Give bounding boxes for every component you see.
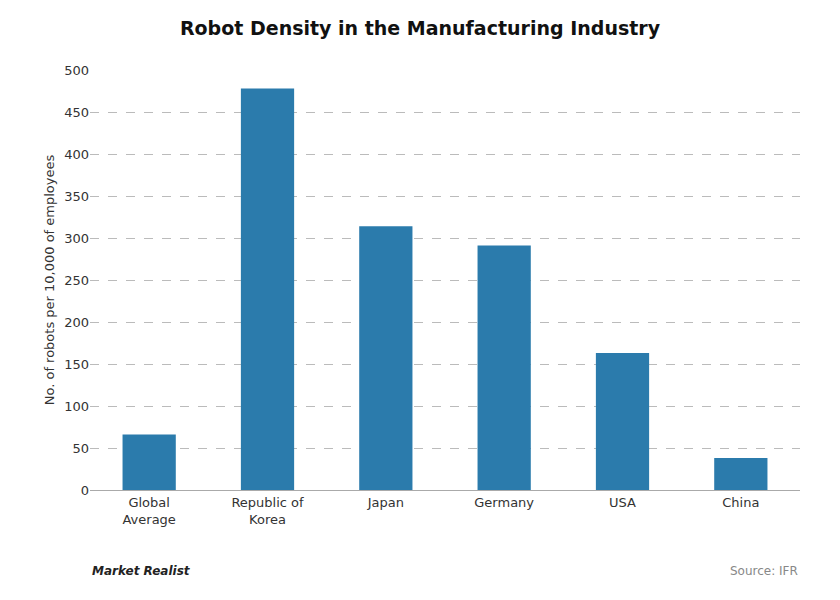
svg-text:China: China [722, 495, 759, 510]
svg-text:Robot Density in the Manufactu: Robot Density in the Manufacturing Indus… [180, 17, 661, 39]
svg-text:300: 300 [64, 231, 89, 246]
svg-text:50: 50 [72, 441, 89, 456]
svg-text:Japan: Japan [367, 495, 404, 510]
svg-text:No. of robots per 10,000 of em: No. of robots per 10,000 of employees [42, 155, 57, 406]
svg-text:Republic ofKorea: Republic ofKorea [231, 495, 304, 527]
svg-text:150: 150 [64, 357, 89, 372]
svg-text:Market Realist: Market Realist [92, 564, 191, 578]
svg-text:USA: USA [609, 495, 636, 510]
svg-text:500: 500 [64, 63, 89, 78]
svg-text:Source: IFR: Source: IFR [730, 564, 798, 578]
svg-text:100: 100 [64, 399, 89, 414]
svg-text:450: 450 [64, 105, 89, 120]
svg-text:250: 250 [64, 273, 89, 288]
svg-text:0: 0 [81, 483, 89, 498]
svg-text:Germany: Germany [474, 495, 534, 510]
svg-text:200: 200 [64, 315, 89, 330]
svg-text:350: 350 [64, 189, 89, 204]
svg-text:GlobalAverage: GlobalAverage [122, 495, 175, 527]
svg-text:400: 400 [64, 147, 89, 162]
